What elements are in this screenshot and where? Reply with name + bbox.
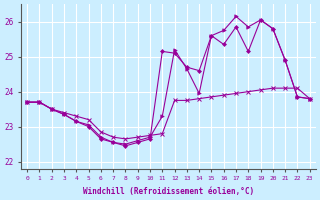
X-axis label: Windchill (Refroidissement éolien,°C): Windchill (Refroidissement éolien,°C) — [83, 187, 254, 196]
